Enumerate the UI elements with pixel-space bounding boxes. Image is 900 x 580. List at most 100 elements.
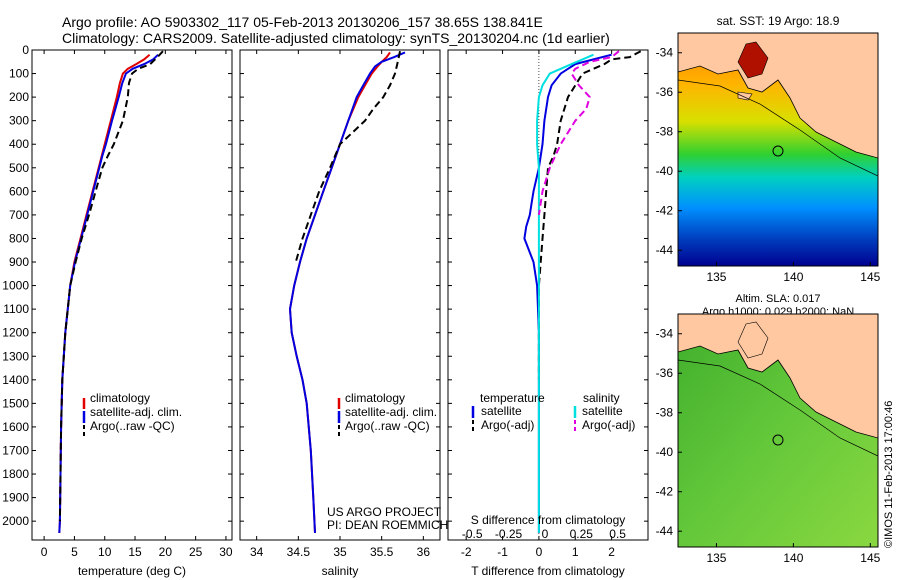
sst-map-frame: [677, 32, 879, 267]
series-line-satellite: [536, 53, 594, 533]
legend-satellite-adj: satellite-adj. clim.: [345, 405, 437, 419]
difference-plot: -2 -1 0 1 2 -0.5 -0.25 0 0.25 0.5: [461, 50, 642, 559]
difference-panel: [447, 49, 649, 541]
map-y-tick-label: -36: [656, 366, 674, 380]
map-y-tick-label: -38: [656, 406, 674, 420]
x-tick-label: -2: [461, 545, 472, 559]
x-tick-label: 35.5: [370, 545, 394, 559]
depth-tick-label: 1800: [2, 467, 29, 481]
x-tick-label: 10: [98, 545, 112, 559]
temperature-panel: [31, 49, 233, 541]
map-y-tick-label: -40: [656, 445, 674, 459]
x-tick-label: 0: [41, 545, 48, 559]
x-tick-label: 0: [536, 545, 543, 559]
depth-tick-label: 1500: [2, 396, 29, 410]
legend-satellite-adj: satellite-adj. clim.: [90, 405, 182, 419]
x-tick-label: 1: [572, 545, 579, 559]
map-y-tick-label: -40: [656, 164, 674, 178]
series-line-climatology: [288, 51, 391, 533]
depth-tick-label: 1400: [2, 373, 29, 387]
depth-tick-label: 1000: [2, 279, 29, 293]
s-difference-label: S difference from climatology: [471, 513, 626, 527]
s-tick-label: 0.25: [570, 527, 594, 541]
depth-tick-label: 700: [9, 208, 29, 222]
depth-tick-label: 600: [9, 184, 29, 198]
depth-tick-label: 1100: [3, 302, 29, 316]
series-line-argo-adj: [537, 50, 620, 216]
x-tick-label: -1: [497, 545, 508, 559]
depth-tick-label: 1300: [2, 349, 29, 363]
salinity-plot: 34 34.5 35 35.5 36: [250, 50, 430, 559]
legend-t-argo: Argo(-adj): [481, 418, 534, 432]
map-y-tick-label: -36: [656, 85, 674, 99]
map-y-tick-label: -44: [656, 243, 674, 257]
imos-credit: ©IMOS 11-Feb-2013 17:00:46: [883, 401, 895, 548]
x-tick-label: 30: [219, 545, 233, 559]
pi-label: PI: DEAN ROEMMICH: [327, 518, 448, 532]
legend-temperature-heading: temperature: [480, 391, 545, 405]
island: [737, 91, 753, 101]
series-line-satellite-adj-clim: [288, 51, 406, 533]
legend-t-satellite: satellite: [481, 404, 522, 418]
gulf-outline: [737, 321, 769, 359]
temperature-legend: climatology satellite-adj. clim. Argo(..…: [82, 391, 182, 437]
sla-map: [678, 314, 878, 547]
map-x-tick-label: 140: [783, 551, 803, 565]
temperature-plot: 0 5 10 15 20 25 30: [41, 50, 233, 559]
legend-argo: Argo(..raw -QC): [90, 419, 175, 433]
x-tick-label: 36: [417, 545, 431, 559]
map-x-tick-label: 145: [860, 551, 880, 565]
map-y-tick-label: -42: [656, 204, 674, 218]
salinity-xlabel: salinity: [322, 564, 359, 578]
land-mass: [678, 314, 878, 439]
legend-climatology: climatology: [345, 391, 405, 405]
sst-map-axes: 135 140 145 -34 -36 -38 -40 -42 -44: [656, 46, 881, 284]
legend-s-argo: Argo(-adj): [582, 418, 635, 432]
s-tick-label: -0.25: [495, 527, 523, 541]
s-tick-label: 0: [542, 527, 549, 541]
legend-climatology: climatology: [90, 391, 150, 405]
series-line-climatology: [58, 53, 151, 533]
depth-axis: 0 100 200 300 400 500 600 700 800 900 1000 1100 1200…: [2, 43, 648, 528]
s-tick-label: -0.5: [462, 527, 483, 541]
x-tick-label: 20: [159, 545, 173, 559]
x-tick-label: 5: [71, 545, 78, 559]
depth-tick-label: 500: [9, 161, 29, 175]
depth-tick-label: 2000: [2, 514, 29, 528]
sla-map-title: Altim. SLA: 0.017: [736, 293, 821, 305]
salinity-legend: climatology satellite-adj. clim. Argo(..…: [337, 391, 437, 437]
map-x-tick-label: 135: [706, 551, 726, 565]
legend-s-satellite: satellite: [582, 404, 623, 418]
map-y-tick-label: -34: [656, 327, 674, 341]
difference-xlabel: T difference from climatology: [471, 564, 625, 578]
depth-tick-label: 1200: [2, 326, 29, 340]
salinity-panel: [239, 49, 441, 541]
depth-tick-label: 200: [9, 90, 29, 104]
depth-tick-label: 1600: [2, 420, 29, 434]
sla-map-frame: [677, 313, 879, 548]
depth-tick-label: 300: [9, 114, 29, 128]
x-tick-label: 34: [250, 545, 264, 559]
project-label: US ARGO PROJECT: [327, 505, 442, 519]
map-y-tick-label: -34: [656, 46, 674, 60]
map-x-tick-label: 145: [860, 270, 880, 284]
argo-location-marker: [772, 145, 784, 157]
x-tick-label: 15: [128, 545, 142, 559]
x-tick-label: 35: [333, 545, 347, 559]
header-line-2: Climatology: CARS2009. Satellite-adjuste…: [62, 30, 610, 46]
land-mass: [678, 33, 878, 159]
shelf-contour: [678, 79, 878, 177]
map-y-tick-label: -44: [656, 524, 674, 538]
depth-tick-label: 100: [9, 67, 29, 81]
series-line-argo-raw-qc: [58, 50, 164, 522]
depth-tick-label: 1900: [2, 491, 29, 505]
depth-tick-label: 400: [9, 137, 29, 151]
x-tick-label: 25: [189, 545, 203, 559]
header-line-1: Argo profile: AO 5903302_117 05-Feb-2013…: [62, 14, 543, 30]
depth-tick-label: 800: [9, 231, 29, 245]
depth-tick-label: 900: [9, 255, 29, 269]
depth-tick-label: 0: [22, 43, 29, 57]
temperature-xlabel: temperature (deg C): [78, 564, 186, 578]
legend-salinity-heading: salinity: [583, 391, 620, 405]
warm-gulf: [737, 41, 769, 79]
